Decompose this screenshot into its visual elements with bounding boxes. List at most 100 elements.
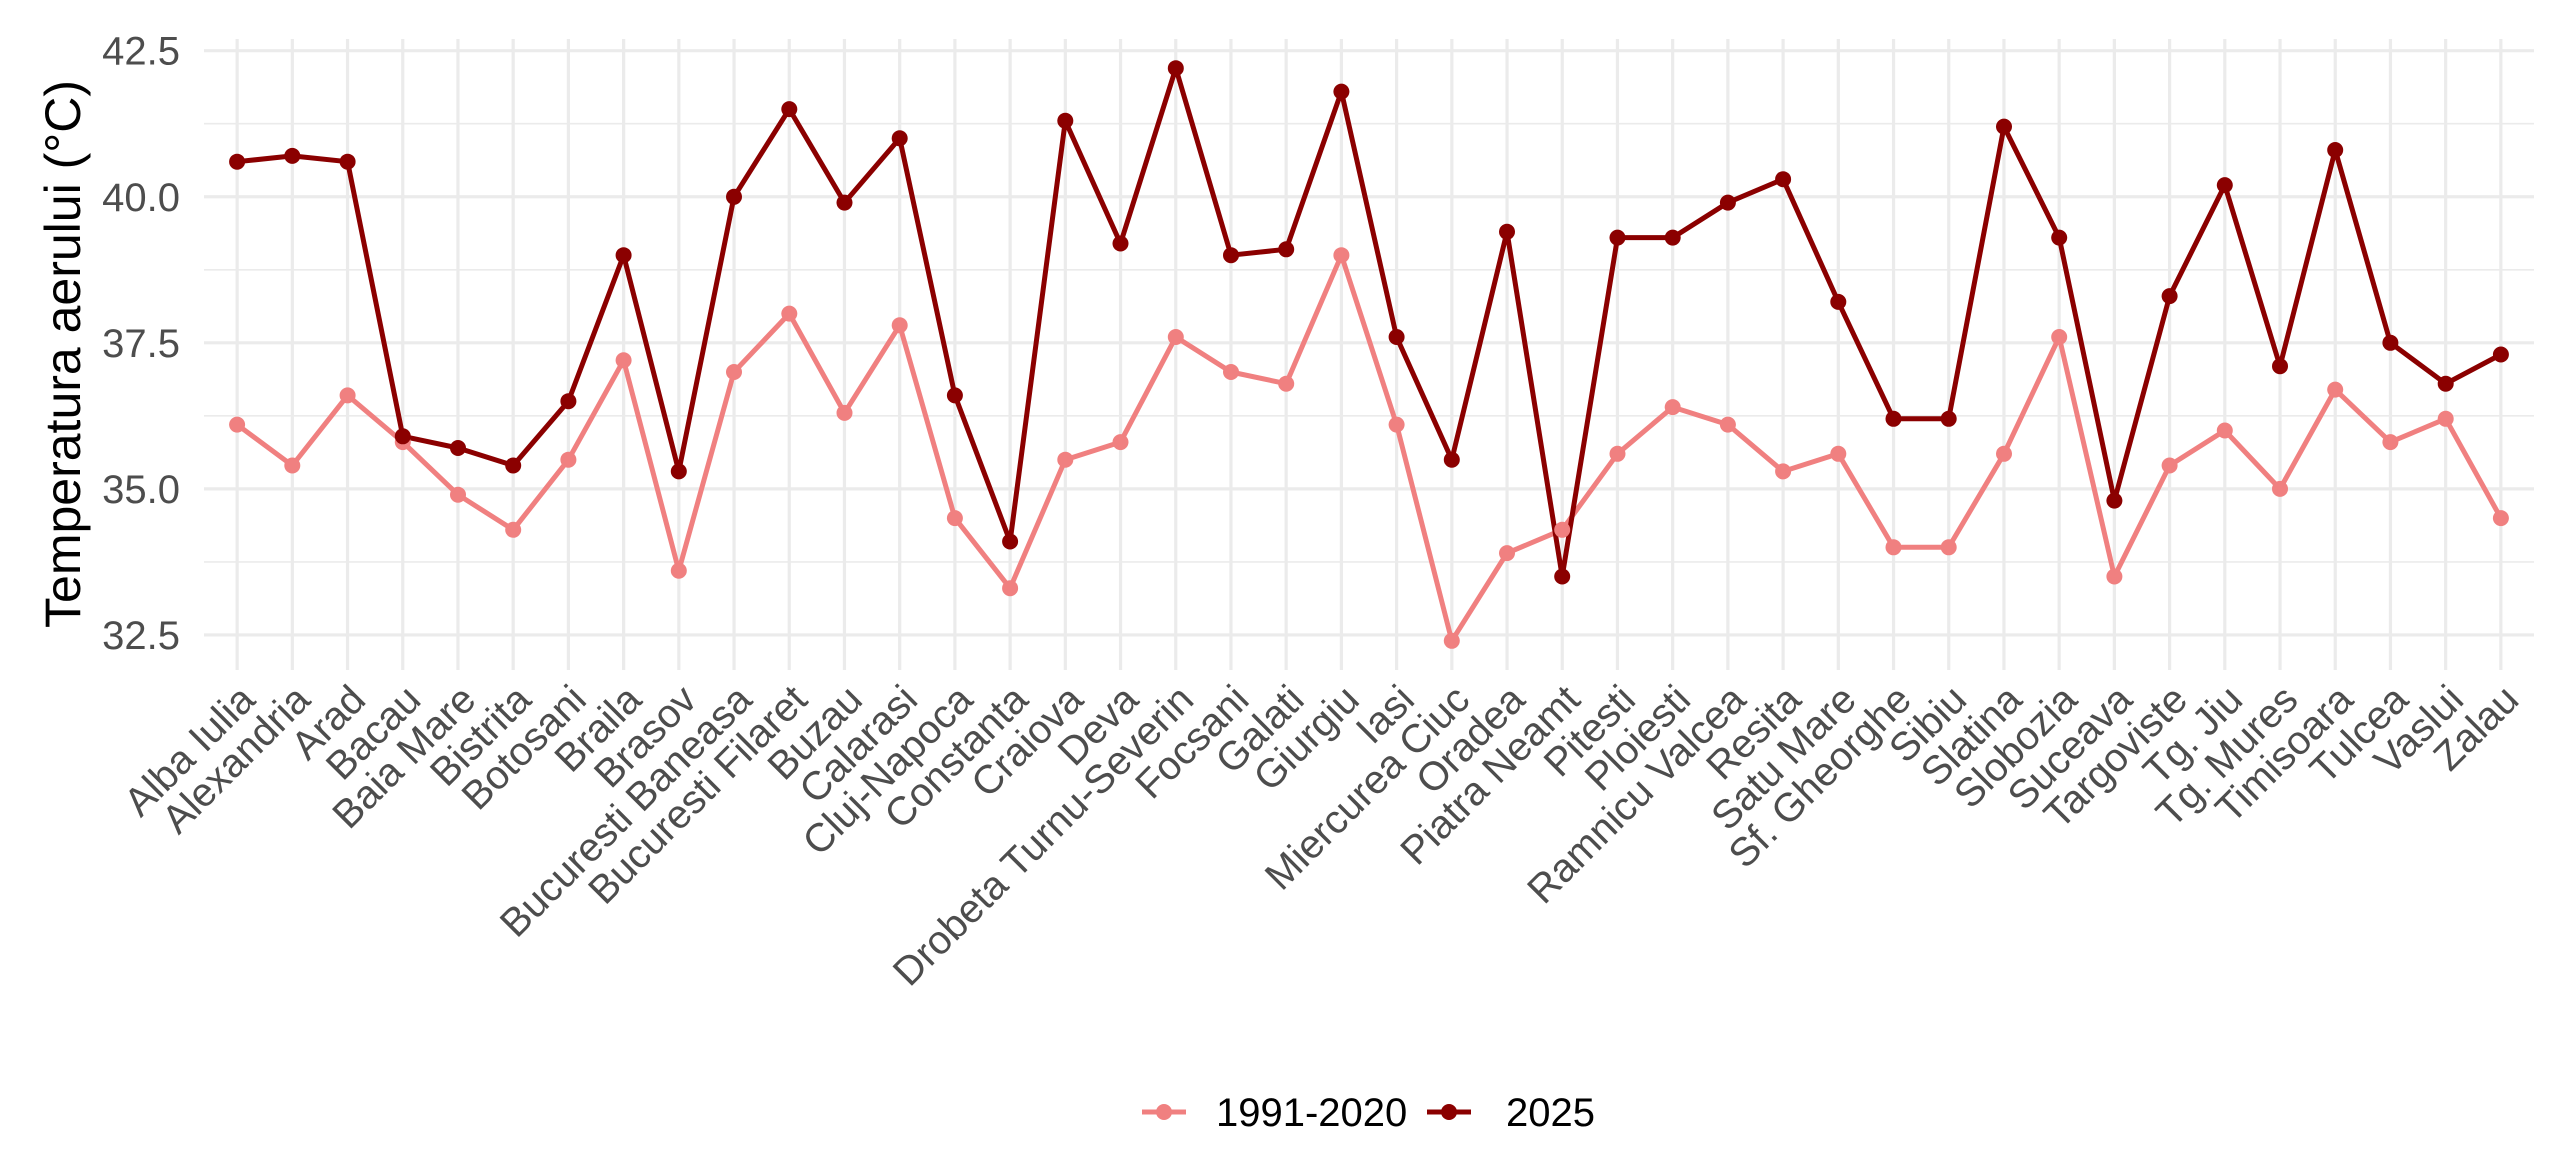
data-point-1991-2020	[2382, 434, 2399, 451]
y-tick-label: 32.5	[102, 614, 180, 658]
series-line-2025	[236, 65, 2503, 579]
data-point-1991-2020	[1443, 632, 1460, 649]
data-point-1991-2020	[229, 416, 246, 433]
data-point-1991-2020	[284, 457, 301, 474]
y-axis: 32.5 35.0 37.5 40.0 42.5	[102, 30, 180, 658]
data-point-2025	[339, 153, 356, 170]
data-point-1991-2020	[836, 404, 853, 421]
data-point-2025	[1830, 293, 1847, 310]
data-point-2025	[891, 130, 908, 147]
data-point-1991-2020	[1388, 416, 1405, 433]
data-point-1991-2020	[1830, 445, 1847, 462]
data-point-1991-2020	[1996, 445, 2012, 462]
data-point-1991-2020	[726, 364, 742, 380]
grid-layer	[204, 39, 2534, 670]
legend-item-1991-2020: 1991-2020	[1142, 1091, 1407, 1135]
data-point-1991-2020	[1112, 434, 1129, 451]
data-point-1991-2020	[339, 387, 356, 404]
data-point-1991-2020	[2051, 329, 2068, 345]
data-point-2025	[560, 393, 577, 410]
data-point-2025	[1996, 118, 2012, 135]
legend-key-point	[1441, 1104, 1457, 1120]
data-point-2025	[229, 153, 246, 170]
data-point-1991-2020	[2216, 422, 2233, 439]
data-point-2025	[1499, 223, 1515, 240]
data-point-2025	[2492, 346, 2509, 363]
data-point-1991-2020	[2272, 480, 2288, 497]
data-point-2025	[1223, 247, 1239, 264]
data-point-1991-2020	[560, 451, 577, 468]
data-point-2025	[1057, 112, 1074, 129]
data-point-2025	[505, 457, 522, 474]
data-point-1991-2020	[1609, 445, 1626, 462]
y-tick-label: 40.0	[102, 176, 180, 220]
data-point-2025	[1278, 241, 1295, 258]
data-point-1991-2020	[891, 317, 908, 334]
data-point-1991-2020	[1057, 451, 1074, 468]
y-axis-title: Temperatura aerului (°C)	[35, 80, 91, 628]
data-point-2025	[615, 247, 632, 264]
data-point-2025	[1002, 533, 1019, 550]
data-point-1991-2020	[1719, 416, 1736, 433]
data-point-1991-2020	[1775, 463, 1792, 480]
data-point-1991-2020	[2327, 381, 2344, 398]
data-point-1991-2020	[1167, 329, 1184, 345]
series-line-1991-2020	[235, 252, 2504, 644]
data-point-1991-2020	[1885, 539, 1902, 556]
data-point-1991-2020	[1554, 521, 1571, 538]
legend-key-point	[1156, 1104, 1172, 1120]
y-tick-label: 35.0	[102, 468, 180, 512]
data-point-1991-2020	[2437, 410, 2454, 427]
data-point-1991-2020	[1333, 247, 1350, 264]
data-point-2025	[1609, 229, 1626, 246]
data-point-2025	[2437, 375, 2454, 392]
data-point-2025	[2216, 177, 2233, 194]
legend-item-2025: 2025	[1427, 1091, 1595, 1135]
legend-label: 2025	[1506, 1091, 1595, 1135]
data-point-2025	[1167, 60, 1184, 77]
data-point-1991-2020	[670, 562, 687, 579]
data-point-2025	[284, 147, 301, 164]
data-point-2025	[2272, 358, 2288, 375]
data-point-1991-2020	[1499, 545, 1515, 562]
data-point-1991-2020	[450, 486, 466, 503]
series-lines	[235, 65, 2504, 644]
data-point-2025	[1333, 83, 1350, 100]
data-point-2025	[1388, 329, 1405, 345]
data-point-1991-2020	[1223, 364, 1239, 380]
data-point-2025	[726, 188, 742, 205]
data-point-2025	[781, 101, 798, 118]
data-point-2025	[450, 440, 466, 456]
legend: 1991-2020 2025	[1142, 1091, 1595, 1135]
data-point-2025	[1719, 194, 1736, 211]
data-point-1991-2020	[2106, 568, 2123, 585]
data-point-1991-2020	[615, 352, 632, 369]
data-point-1991-2020	[1940, 539, 1957, 556]
series-points	[229, 60, 2509, 649]
data-point-2025	[394, 428, 411, 445]
data-point-2025	[1112, 235, 1129, 252]
data-point-2025	[1664, 229, 1681, 246]
data-point-2025	[2106, 492, 2123, 509]
y-tick-label: 37.5	[102, 322, 180, 366]
data-point-2025	[2051, 229, 2068, 246]
data-point-2025	[2382, 334, 2399, 351]
data-point-1991-2020	[1664, 399, 1681, 416]
data-point-2025	[2327, 142, 2344, 158]
data-point-1991-2020	[2492, 510, 2509, 527]
data-point-1991-2020	[1278, 375, 1295, 392]
data-point-2025	[670, 463, 687, 480]
data-point-2025	[1775, 171, 1792, 188]
legend-label: 1991-2020	[1216, 1091, 1407, 1135]
data-point-2025	[836, 194, 853, 211]
data-point-1991-2020	[505, 521, 522, 538]
data-point-1991-2020	[1002, 580, 1019, 597]
data-point-2025	[1940, 410, 1957, 427]
data-point-1991-2020	[2161, 457, 2178, 474]
data-point-2025	[1554, 568, 1571, 585]
y-tick-label: 42.5	[102, 30, 180, 74]
data-point-2025	[946, 387, 963, 404]
